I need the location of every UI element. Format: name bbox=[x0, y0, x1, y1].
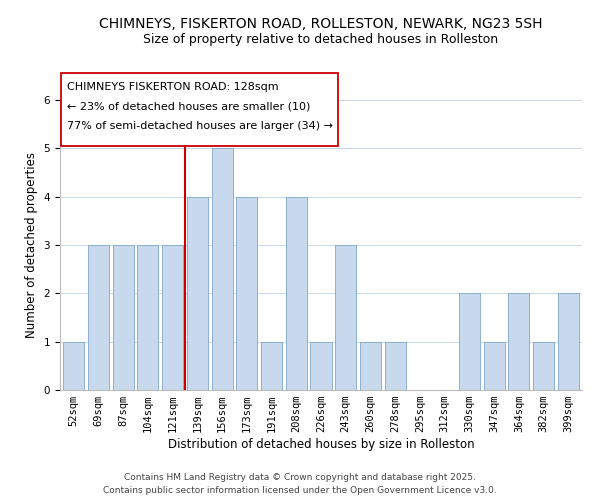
Text: Contains HM Land Registry data © Crown copyright and database right 2025.: Contains HM Land Registry data © Crown c… bbox=[124, 474, 476, 482]
Bar bbox=[113, 245, 134, 390]
Bar bbox=[533, 342, 554, 390]
Bar bbox=[558, 294, 579, 390]
Bar bbox=[385, 342, 406, 390]
Bar bbox=[212, 148, 233, 390]
X-axis label: Distribution of detached houses by size in Rolleston: Distribution of detached houses by size … bbox=[167, 438, 475, 451]
Bar bbox=[286, 196, 307, 390]
Bar bbox=[261, 342, 282, 390]
Bar bbox=[335, 245, 356, 390]
Bar bbox=[162, 245, 183, 390]
Bar bbox=[187, 196, 208, 390]
Y-axis label: Number of detached properties: Number of detached properties bbox=[25, 152, 38, 338]
Text: 77% of semi-detached houses are larger (34) →: 77% of semi-detached houses are larger (… bbox=[67, 121, 334, 131]
Bar bbox=[63, 342, 84, 390]
FancyBboxPatch shape bbox=[61, 74, 338, 146]
Bar bbox=[137, 245, 158, 390]
Bar bbox=[508, 294, 529, 390]
Bar bbox=[459, 294, 480, 390]
Text: Size of property relative to detached houses in Rolleston: Size of property relative to detached ho… bbox=[143, 32, 499, 46]
Bar bbox=[360, 342, 381, 390]
Bar bbox=[484, 342, 505, 390]
Text: CHIMNEYS, FISKERTON ROAD, ROLLESTON, NEWARK, NG23 5SH: CHIMNEYS, FISKERTON ROAD, ROLLESTON, NEW… bbox=[99, 18, 543, 32]
Bar bbox=[88, 245, 109, 390]
Bar bbox=[236, 196, 257, 390]
Text: ← 23% of detached houses are smaller (10): ← 23% of detached houses are smaller (10… bbox=[67, 102, 311, 112]
Bar bbox=[310, 342, 332, 390]
Text: Contains public sector information licensed under the Open Government Licence v3: Contains public sector information licen… bbox=[103, 486, 497, 495]
Text: CHIMNEYS FISKERTON ROAD: 128sqm: CHIMNEYS FISKERTON ROAD: 128sqm bbox=[67, 82, 279, 92]
